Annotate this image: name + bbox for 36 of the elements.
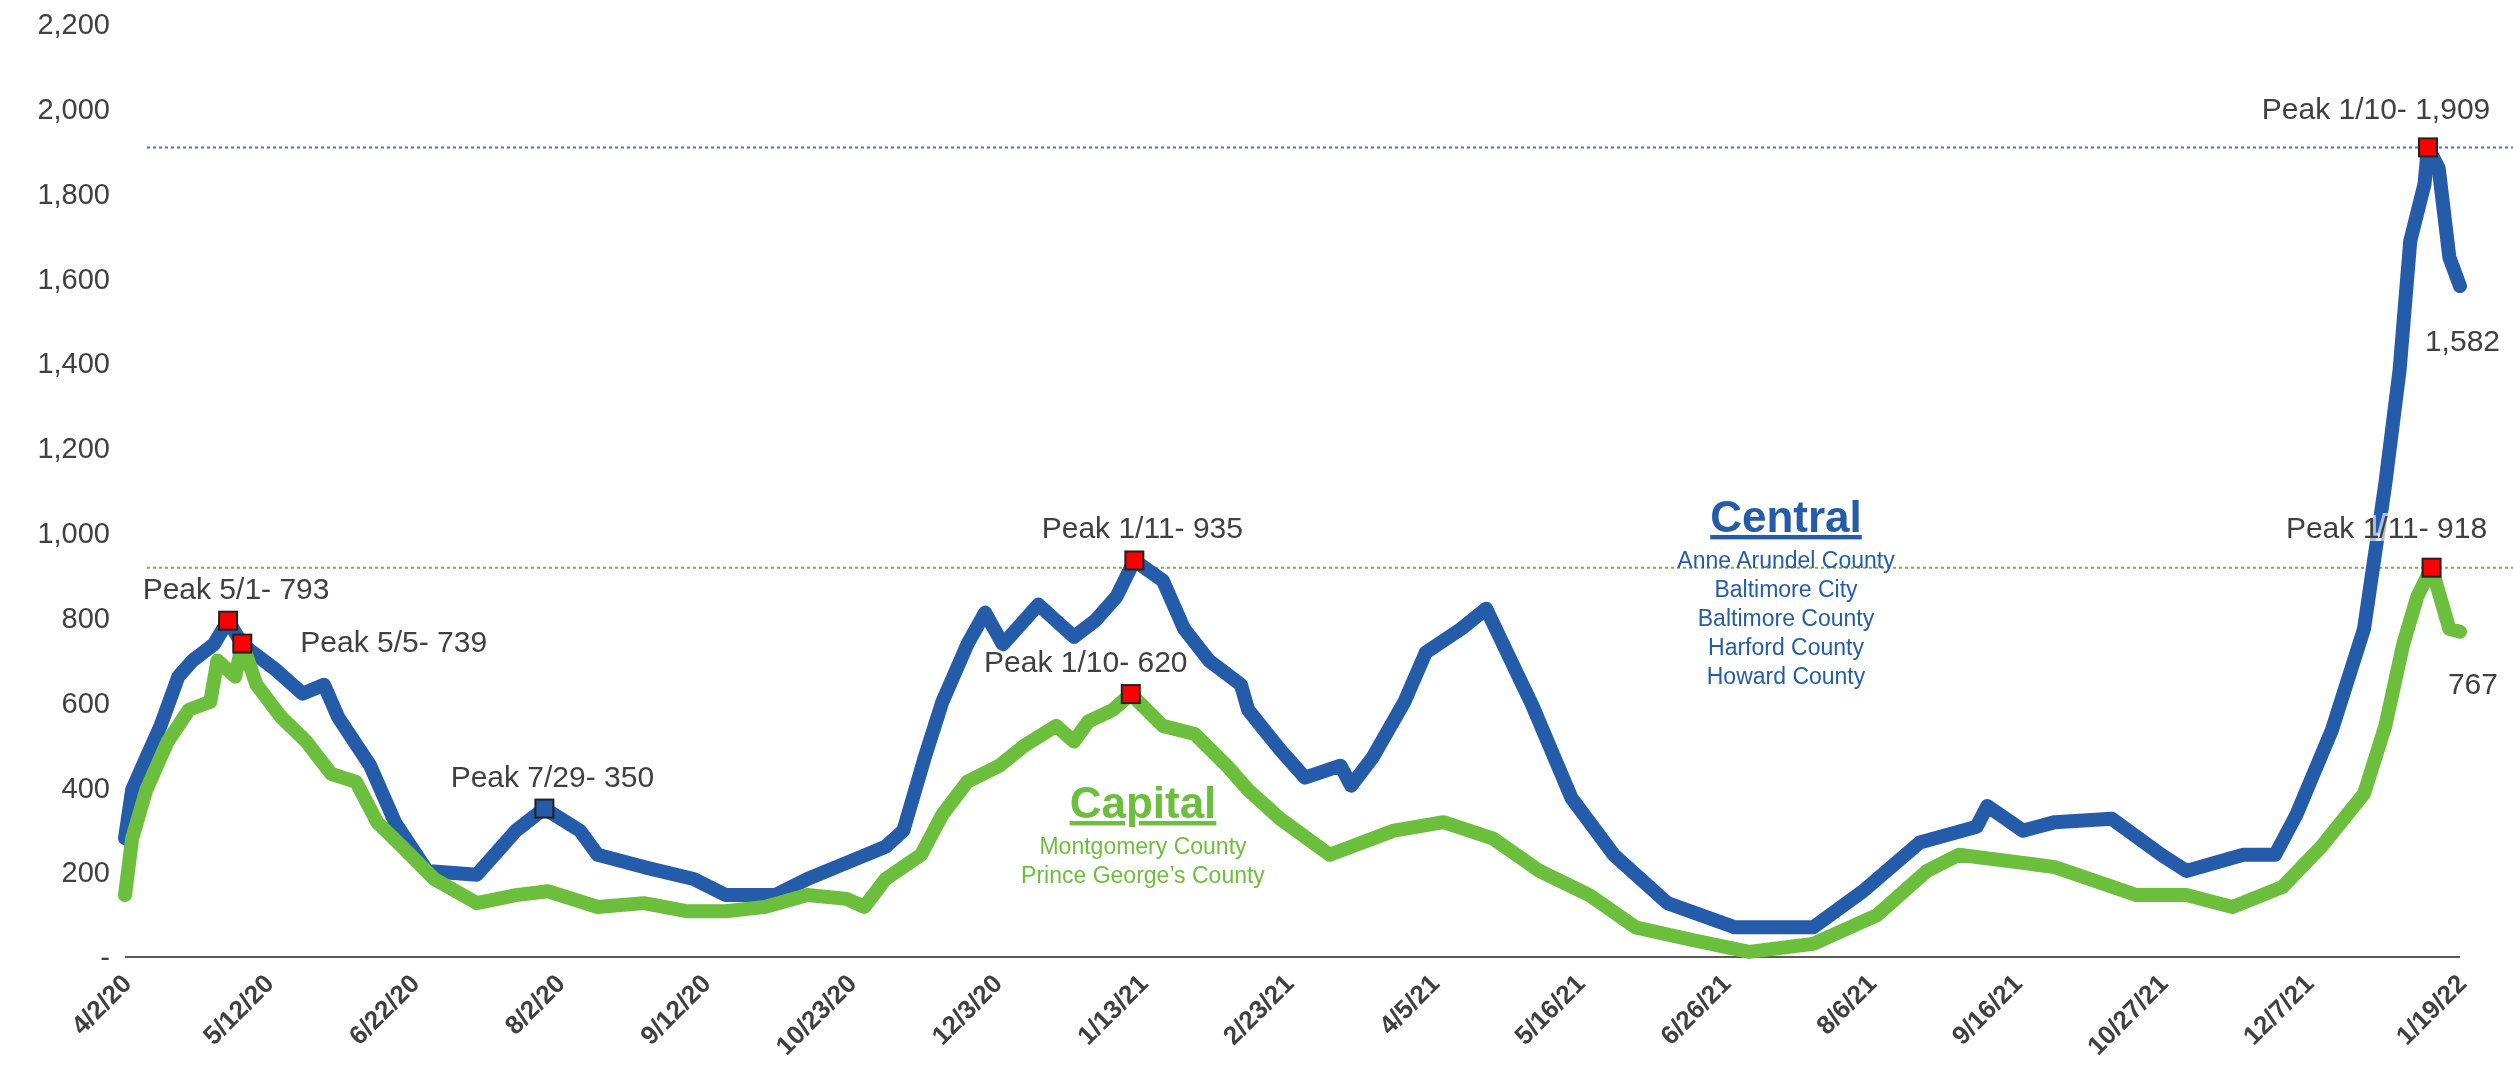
annotation: 1,582 xyxy=(2424,324,2500,358)
y-tick-label: 1,200 xyxy=(37,432,110,465)
point xyxy=(1124,550,1145,571)
annotation: Harford County xyxy=(1708,634,1865,660)
y-tick-label: 1,000 xyxy=(37,517,110,550)
point xyxy=(2418,137,2439,158)
y-tick-label: 1,800 xyxy=(37,177,110,210)
y-tick-label: - xyxy=(100,941,110,974)
annotation: Howard County xyxy=(1706,663,1866,689)
annotation: Montgomery County xyxy=(1039,833,1248,859)
point xyxy=(232,633,253,654)
annotation: Peak 1/10- 620 xyxy=(984,645,1188,679)
annotation: Anne Arundel County xyxy=(1677,547,1896,573)
y-tick-label: 2,000 xyxy=(37,92,110,125)
point xyxy=(534,798,555,819)
annotation: Peak 1/11- 935 xyxy=(1041,511,1243,545)
annotation: Baltimore City xyxy=(1714,576,1859,602)
point xyxy=(2421,557,2442,578)
point xyxy=(1120,684,1141,705)
annotation: Peak 5/5- 739 xyxy=(300,624,488,658)
annotation: Peak 1/10- 1,909 xyxy=(2261,92,2491,126)
y-tick-label: 200 xyxy=(61,856,110,889)
y-tick-label: 600 xyxy=(61,686,110,719)
annotation: Prince George’s County xyxy=(1021,862,1266,888)
annotation: Peak 5/1- 793 xyxy=(142,571,330,605)
y-tick-label: 1,600 xyxy=(37,262,110,295)
annotation: Peak 7/29- 350 xyxy=(450,759,655,793)
text: Central xyxy=(1710,492,1862,541)
series-label: Capital xyxy=(1069,778,1217,827)
y-tick-label: 800 xyxy=(61,601,110,634)
y-tick-label: 1,400 xyxy=(37,347,110,380)
annotation: 767 xyxy=(2447,666,2498,700)
point xyxy=(218,610,239,631)
annotation: Baltimore County xyxy=(1697,605,1875,631)
y-tick-label: 400 xyxy=(61,771,110,804)
y-tick-label: 2,200 xyxy=(37,8,110,41)
